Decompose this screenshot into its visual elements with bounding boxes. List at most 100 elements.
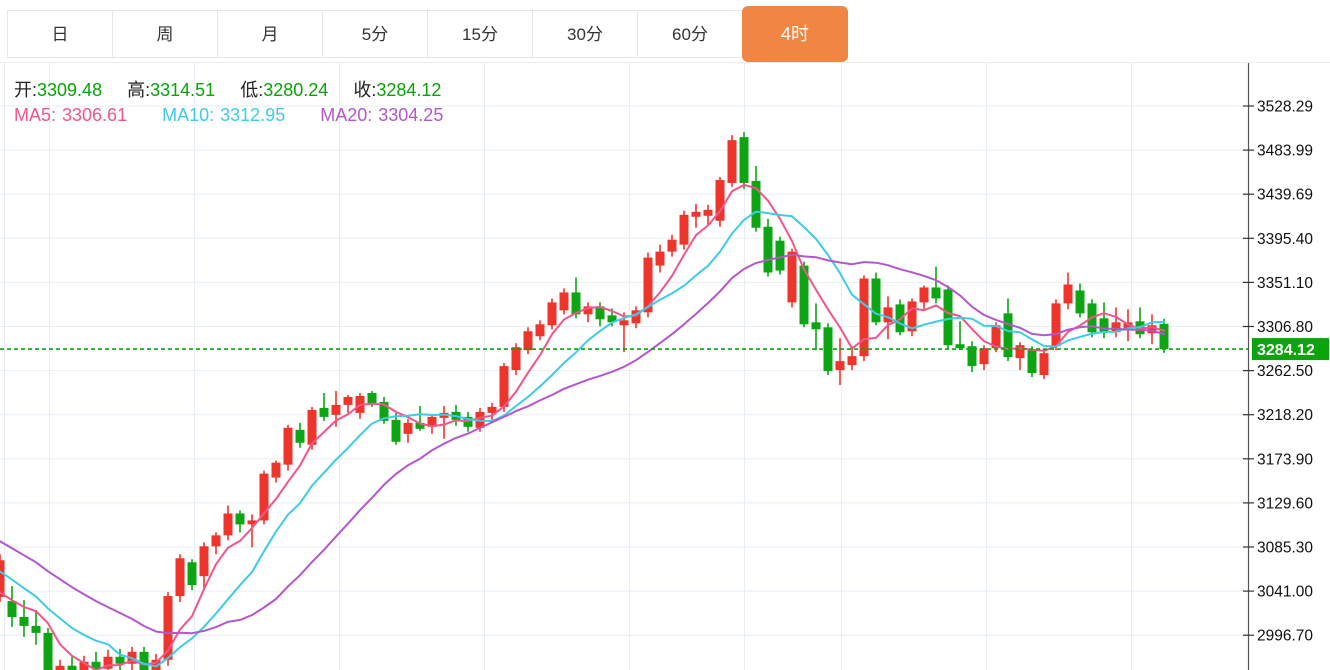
candle[interactable]: [607, 315, 617, 323]
candle[interactable]: [835, 361, 845, 371]
tab-30分[interactable]: 30分: [532, 10, 638, 58]
candle[interactable]: [79, 661, 89, 670]
candle[interactable]: [1159, 323, 1169, 350]
tab-5分[interactable]: 5分: [322, 10, 428, 58]
candle[interactable]: [235, 513, 245, 525]
candle[interactable]: [307, 409, 317, 445]
candle[interactable]: [979, 348, 989, 365]
candle[interactable]: [1123, 322, 1133, 331]
candle[interactable]: [811, 322, 821, 330]
candle[interactable]: [931, 287, 941, 299]
candle[interactable]: [655, 251, 665, 266]
candle[interactable]: [907, 301, 917, 332]
tab-日[interactable]: 日: [7, 10, 113, 58]
candle[interactable]: [571, 292, 581, 315]
candle[interactable]: [31, 625, 41, 633]
candle[interactable]: [763, 226, 773, 273]
candle[interactable]: [487, 406, 497, 413]
candle[interactable]: [103, 656, 113, 669]
candle[interactable]: [499, 366, 509, 407]
tab-周[interactable]: 周: [112, 10, 218, 58]
candle[interactable]: [883, 307, 893, 323]
candle[interactable]: [619, 320, 629, 326]
candle[interactable]: [751, 180, 761, 228]
candle[interactable]: [283, 427, 293, 465]
candle[interactable]: [247, 520, 257, 525]
candle[interactable]: [187, 562, 197, 586]
candle[interactable]: [871, 278, 881, 323]
candle[interactable]: [211, 535, 221, 547]
candle[interactable]: [847, 356, 857, 366]
candle[interactable]: [1003, 313, 1013, 358]
candle[interactable]: [1051, 303, 1061, 347]
tab-月[interactable]: 月: [217, 10, 323, 58]
candle[interactable]: [343, 396, 353, 405]
candle[interactable]: [271, 462, 281, 478]
candle[interactable]: [583, 306, 593, 315]
candle[interactable]: [799, 265, 809, 325]
candle[interactable]: [1027, 350, 1037, 374]
candle[interactable]: [0, 560, 5, 598]
tab-4时[interactable]: 4时: [742, 6, 848, 62]
candlestick-chart[interactable]: 3528.29 3483.99 3439.69 3395.40 3351.10 3306.…: [0, 62, 1330, 670]
candle[interactable]: [535, 324, 545, 337]
candle[interactable]: [1075, 290, 1085, 314]
candle[interactable]: [415, 422, 425, 429]
candle[interactable]: [259, 473, 269, 521]
candle[interactable]: [727, 140, 737, 183]
candle[interactable]: [595, 306, 605, 320]
candle[interactable]: [631, 310, 641, 324]
candle[interactable]: [403, 422, 413, 434]
candle[interactable]: [943, 289, 953, 346]
candle[interactable]: [295, 429, 305, 443]
candle[interactable]: [1063, 284, 1073, 304]
candle[interactable]: [367, 392, 377, 404]
candle[interactable]: [715, 179, 725, 221]
candle[interactable]: [331, 404, 341, 415]
candle[interactable]: [175, 558, 185, 597]
candle[interactable]: [1147, 325, 1157, 334]
candle[interactable]: [919, 287, 929, 303]
candle[interactable]: [859, 278, 869, 357]
candle[interactable]: [139, 651, 149, 670]
candle[interactable]: [787, 251, 797, 303]
candle[interactable]: [739, 137, 749, 183]
candle[interactable]: [667, 239, 677, 252]
candle[interactable]: [67, 665, 77, 670]
candle[interactable]: [319, 407, 329, 417]
candle[interactable]: [523, 331, 533, 351]
candle[interactable]: [991, 325, 1001, 349]
candle[interactable]: [643, 257, 653, 313]
candle[interactable]: [691, 211, 701, 217]
candle[interactable]: [679, 214, 689, 245]
candle[interactable]: [163, 596, 173, 660]
candle[interactable]: [1039, 353, 1049, 376]
candle[interactable]: [379, 401, 389, 421]
candle[interactable]: [7, 601, 17, 617]
candle[interactable]: [391, 419, 401, 442]
candle[interactable]: [775, 240, 785, 271]
low-label: 低:: [240, 80, 264, 100]
candle[interactable]: [559, 292, 569, 311]
candle[interactable]: [703, 209, 713, 216]
candle[interactable]: [223, 513, 233, 536]
candle[interactable]: [967, 346, 977, 367]
ma10-value: 3312.95: [220, 105, 286, 125]
candle[interactable]: [115, 656, 125, 664]
candle[interactable]: [547, 302, 557, 326]
candle[interactable]: [55, 665, 65, 670]
low-value: 3280.24: [263, 80, 329, 100]
candle[interactable]: [955, 344, 965, 349]
candle[interactable]: [151, 659, 161, 670]
candle[interactable]: [43, 632, 53, 670]
candle[interactable]: [19, 616, 29, 626]
candle[interactable]: [427, 416, 437, 427]
candle[interactable]: [1111, 322, 1121, 333]
candle[interactable]: [91, 661, 101, 669]
candle[interactable]: [199, 546, 209, 577]
candle[interactable]: [511, 347, 521, 371]
candle[interactable]: [1099, 318, 1109, 333]
candle[interactable]: [1015, 345, 1025, 359]
tab-60分[interactable]: 60分: [637, 10, 743, 58]
tab-15分[interactable]: 15分: [427, 10, 533, 58]
